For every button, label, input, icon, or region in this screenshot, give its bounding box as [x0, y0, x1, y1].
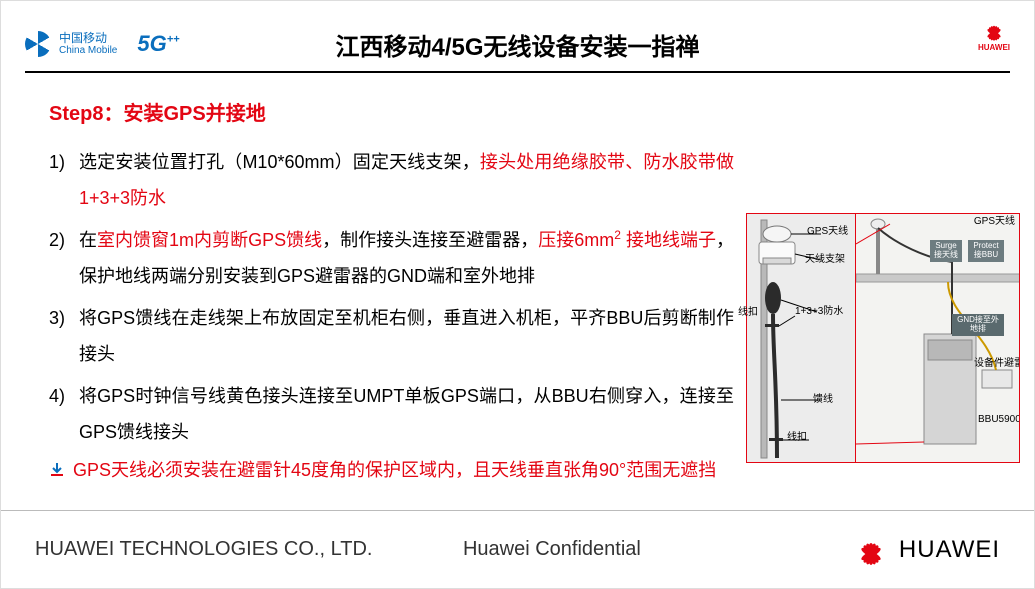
footer-company: HUAWEI TECHNOLOGIES CO., LTD. — [35, 538, 423, 561]
huawei-logo-large: HUAWEI — [851, 534, 1000, 566]
note-text: GPS天线必须安装在避雷针45度角的保护区域内，且天线垂直张角90°范围无遮挡 — [73, 456, 716, 485]
step4-text: 将GPS时钟信号线黄色接头连接至UMPT单板GPS端口，从BBU右侧穿入，连接至… — [79, 386, 734, 442]
footer-brand-text: HUAWEI — [899, 536, 1000, 564]
lbl-tie1-abs: 线扣 — [738, 307, 758, 318]
china-mobile-icon — [25, 31, 51, 57]
diagram-left-panel: GPS天线 天线支架 1+3+3防水 馈线 — [746, 213, 856, 463]
note-row: GPS天线必须安装在避雷针45度角的保护区域内，且天线垂直张角90°范围无遮挡 — [49, 456, 734, 485]
china-mobile-logo: 中国移动 China Mobile — [25, 31, 117, 57]
lbl-bbu: BBU5900 — [978, 414, 1020, 425]
lbl-gps-ant-r: GPS天线 — [974, 216, 1015, 227]
step2-hl2: 压接6mm — [538, 230, 614, 250]
gnd-box: GND接至外地排 — [952, 314, 1004, 336]
diagram-left-svg — [747, 214, 856, 463]
lbl-surge: Surge — [935, 241, 956, 250]
step-label: Step8： — [49, 103, 123, 125]
huawei-logo-small: HUAWEI — [978, 19, 1010, 52]
footer: HUAWEI TECHNOLOGIES CO., LTD. Huawei Con… — [1, 510, 1034, 588]
five-g-plus: ++ — [167, 34, 180, 46]
step2-hl1: 室内馈窗1m内剪断GPS馈线 — [97, 230, 322, 250]
header-rule — [25, 71, 1010, 73]
step2-mid: ，制作接头连接至避雷器， — [322, 230, 538, 250]
lbl-spd: 设备件避雷器 — [974, 358, 1020, 369]
step-item-2: 在室内馈窗1m内剪断GPS馈线，制作接头连接至避雷器，压接6mm2 接地线端子，… — [49, 222, 734, 294]
step-heading: Step8：安装GPS并接地 — [49, 97, 734, 126]
step2-hl2-sup: 2 — [614, 228, 621, 242]
huawei-petal-icon — [979, 19, 1009, 43]
slide: 中国移动 China Mobile 5G++ 江西移动4/5G无线设备安装一指禅 — [0, 0, 1035, 589]
cm-en: China Mobile — [59, 45, 117, 56]
footer-confidential: Huawei Confidential — [423, 538, 851, 561]
lbl-cable: 馈线 — [813, 394, 833, 405]
slide-body: Step8：安装GPS并接地 选定安装位置打孔（M10*60mm）固定天线支架，… — [49, 97, 734, 478]
step-item-3: 将GPS馈线在走线架上布放固定至机柜右侧，垂直进入机柜，平齐BBU后剪断制作接头 — [49, 300, 734, 372]
step-item-1: 选定安装位置打孔（M10*60mm）固定天线支架，接头处用绝缘胶带、防水胶带做1… — [49, 144, 734, 216]
lbl-waterproof: 1+3+3防水 — [795, 306, 843, 317]
huawei-small-text: HUAWEI — [978, 43, 1010, 52]
download-icon — [49, 462, 65, 478]
protect-box: Protect 接BBU — [968, 240, 1004, 262]
lbl-bracket: 天线支架 — [805, 254, 845, 265]
lbl-inner-ant: 接天线 — [934, 250, 958, 259]
step2-pre: 在 — [79, 230, 97, 250]
lbl-tie2: 线扣 — [787, 432, 807, 443]
lbl-protect: Protect — [973, 241, 998, 250]
step-list: 选定安装位置打孔（M10*60mm）固定天线支架，接头处用绝缘胶带、防水胶带做1… — [49, 144, 734, 450]
cm-cn: 中国移动 — [59, 32, 117, 45]
step1-pre: 选定安装位置打孔（M10*60mm）固定天线支架， — [79, 152, 480, 172]
step-title: 安装GPS并接地 — [123, 103, 265, 125]
huawei-petal-icon-large — [851, 534, 891, 566]
step3-text: 将GPS馈线在走线架上布放固定至机柜右侧，垂直进入机柜，平齐BBU后剪断制作接头 — [79, 308, 734, 364]
five-g-text: 5G — [137, 31, 166, 56]
header: 中国移动 China Mobile 5G++ 江西移动4/5G无线设备安装一指禅 — [25, 17, 1010, 71]
step2-hl2-tail: 接地线端子 — [621, 230, 716, 250]
lbl-gps-ant: GPS天线 — [807, 226, 848, 237]
step-item-4: 将GPS时钟信号线黄色接头连接至UMPT单板GPS端口，从BBU右侧穿入，连接至… — [49, 378, 734, 450]
lbl-to-bbu: 接BBU — [974, 250, 998, 259]
diagram-right-panel: Surge 接天线 Protect 接BBU GND接至外地排 GPS天线 设备… — [856, 213, 1020, 463]
five-g-logo: 5G++ — [137, 31, 179, 57]
slide-title: 江西移动4/5G无线设备安装一指禅 — [335, 27, 699, 62]
installation-diagram: GPS天线 天线支架 1+3+3防水 馈线 — [746, 213, 1022, 463]
surge-box: Surge 接天线 — [930, 240, 962, 262]
